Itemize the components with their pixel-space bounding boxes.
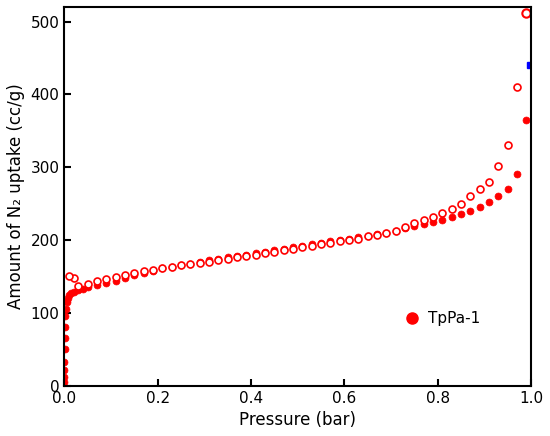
Legend: TpPa-1: TpPa-1 [402,305,486,333]
Y-axis label: Amount of N₂ uptake (cc/g): Amount of N₂ uptake (cc/g) [7,83,25,309]
X-axis label: Pressure (bar): Pressure (bar) [239,411,356,429]
